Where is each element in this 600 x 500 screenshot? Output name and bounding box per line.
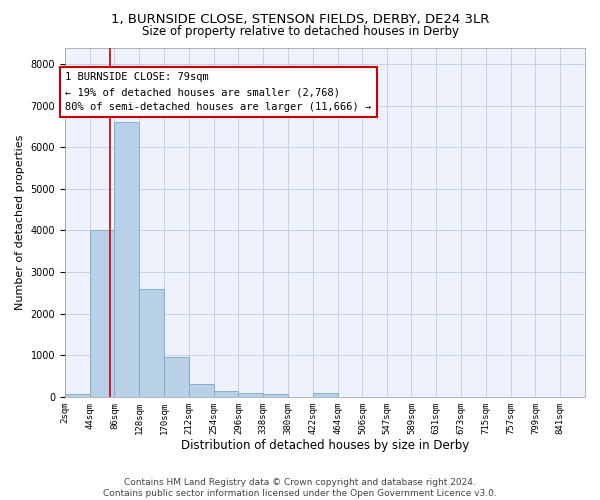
Bar [313, 392, 338, 397]
Text: 1, BURNSIDE CLOSE, STENSON FIELDS, DERBY, DE24 3LR: 1, BURNSIDE CLOSE, STENSON FIELDS, DERBY… [111, 12, 489, 26]
Text: 1 BURNSIDE CLOSE: 79sqm
← 19% of detached houses are smaller (2,768)
80% of semi: 1 BURNSIDE CLOSE: 79sqm ← 19% of detache… [65, 72, 372, 112]
Bar [164, 358, 189, 397]
Bar [238, 392, 263, 397]
Bar [115, 122, 139, 397]
Bar [214, 392, 238, 397]
Bar [65, 394, 89, 397]
Bar [139, 288, 164, 397]
Text: Contains HM Land Registry data © Crown copyright and database right 2024.
Contai: Contains HM Land Registry data © Crown c… [103, 478, 497, 498]
Bar [189, 384, 214, 397]
X-axis label: Distribution of detached houses by size in Derby: Distribution of detached houses by size … [181, 440, 469, 452]
Bar [89, 230, 115, 397]
Text: Size of property relative to detached houses in Derby: Size of property relative to detached ho… [142, 25, 458, 38]
Bar [263, 394, 288, 397]
Y-axis label: Number of detached properties: Number of detached properties [15, 134, 25, 310]
